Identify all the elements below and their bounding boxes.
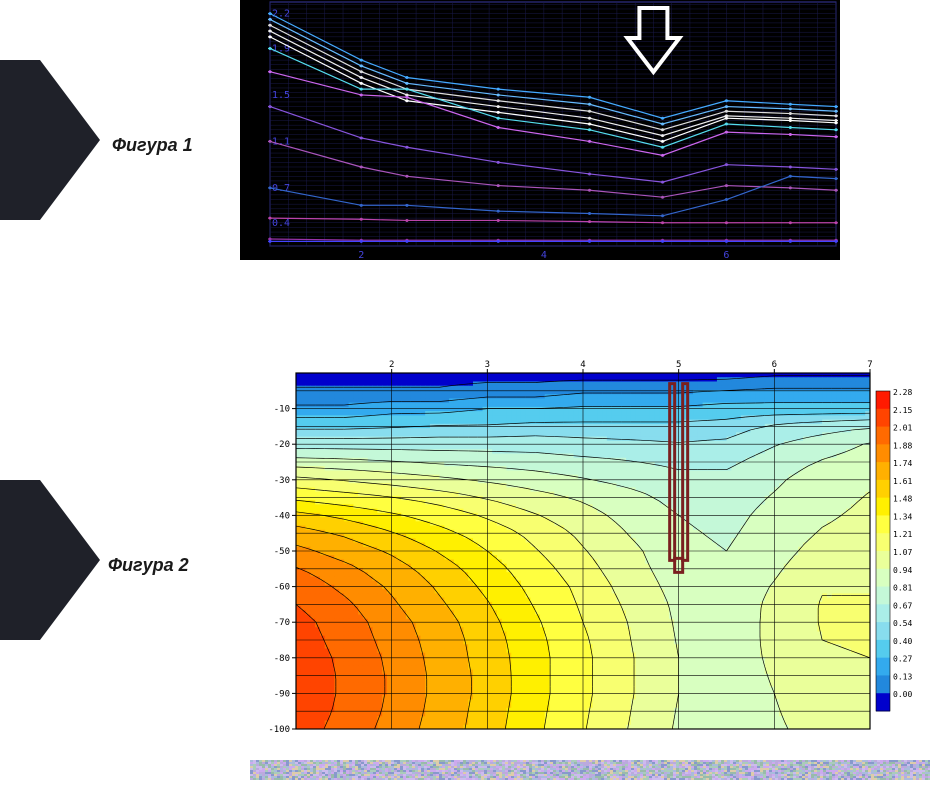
svg-text:2: 2	[358, 250, 364, 260]
chevron-1	[0, 60, 100, 220]
svg-text:1.5: 1.5	[272, 90, 290, 101]
svg-text:2.2: 2.2	[272, 9, 290, 20]
noise-strip	[250, 760, 930, 780]
line-chart: 2460.40.71.11.51.92.2	[240, 0, 840, 260]
svg-text:0.4: 0.4	[272, 218, 290, 229]
svg-text:4: 4	[541, 250, 547, 260]
figure-1-label: Фигура 1	[112, 135, 193, 156]
chevron-2	[0, 480, 100, 640]
contour-heatmap: 234567-10-20-30-40-50-60-70-80-90-1002.2…	[250, 355, 930, 735]
svg-text:6: 6	[723, 250, 729, 260]
figure-2-label: Фигура 2	[108, 555, 189, 576]
